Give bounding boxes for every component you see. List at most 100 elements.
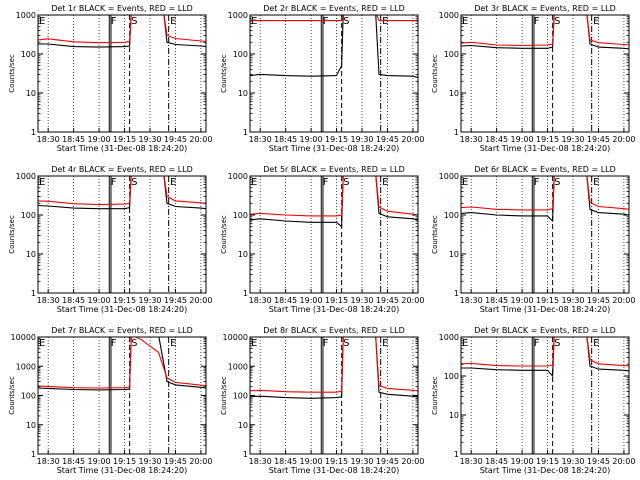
x-tick-label: 20:00 bbox=[189, 457, 212, 466]
x-tick-label: 20:00 bbox=[612, 296, 635, 305]
x-tick-label: 19:15 bbox=[536, 135, 559, 144]
marker-label: E bbox=[39, 16, 45, 27]
det-panel: Det 9r BLACK = Events, RED = LLD E F S E 1 10 1… bbox=[431, 326, 635, 475]
marker-label: F bbox=[323, 16, 329, 27]
lld-series bbox=[461, 176, 629, 211]
y-tick-label: 1000 bbox=[228, 11, 248, 20]
y-tick-label: 1000 bbox=[439, 11, 459, 20]
x-tick-label: 19:30 bbox=[138, 135, 161, 144]
lld-series bbox=[38, 15, 206, 44]
x-tick-label: 20:00 bbox=[401, 135, 424, 144]
y-tick-label: 1 bbox=[31, 128, 36, 137]
y-tick-label: 10 bbox=[449, 89, 459, 98]
x-tick-label: 18:45 bbox=[274, 135, 297, 144]
marker-label: S bbox=[343, 16, 349, 27]
events-series bbox=[38, 176, 206, 210]
x-tick-label: 19:45 bbox=[376, 296, 399, 305]
x-tick-label: 20:00 bbox=[612, 135, 635, 144]
marker-label: E bbox=[462, 177, 468, 188]
marker-label: S bbox=[554, 177, 560, 188]
x-tick-label: 19:45 bbox=[376, 135, 399, 144]
marker-label: E bbox=[462, 338, 468, 349]
y-tick-label: 100 bbox=[444, 50, 459, 59]
lld-series bbox=[250, 176, 418, 217]
x-tick-label: 19:30 bbox=[561, 135, 584, 144]
x-axis-label: Start Time (31-Dec-08 18:24:20) bbox=[57, 466, 188, 475]
x-tick-label: 18:30 bbox=[460, 135, 483, 144]
lld-series bbox=[461, 337, 629, 367]
marker-label: E bbox=[170, 177, 176, 188]
x-tick-label: 19:00 bbox=[300, 457, 323, 466]
x-tick-label: 19:30 bbox=[350, 457, 373, 466]
y-tick-label: 10 bbox=[238, 250, 248, 259]
y-axis-label: Counts/sec bbox=[8, 54, 16, 93]
marker-label: E bbox=[251, 177, 257, 188]
marker-label: E bbox=[593, 16, 599, 27]
y-tick-label: 100 bbox=[233, 392, 248, 401]
x-tick-label: 18:45 bbox=[274, 457, 297, 466]
y-tick-label: 1 bbox=[454, 450, 459, 459]
x-tick-label: 19:00 bbox=[300, 135, 323, 144]
x-tick-label: 18:45 bbox=[62, 457, 85, 466]
x-tick-label: 19:45 bbox=[164, 296, 187, 305]
y-axis-label: Counts/sec bbox=[8, 215, 16, 254]
x-tick-label: 19:15 bbox=[113, 457, 136, 466]
y-tick-label: 1000 bbox=[228, 172, 248, 181]
plot-frame bbox=[37, 336, 207, 455]
y-tick-label: 10 bbox=[449, 250, 459, 259]
x-tick-label: 18:45 bbox=[485, 135, 508, 144]
x-tick-label: 19:45 bbox=[376, 457, 399, 466]
x-tick-label: 19:00 bbox=[511, 135, 534, 144]
y-tick-label: 1 bbox=[31, 289, 36, 298]
det-panel: Det 7r BLACK = Events, RED = LLD E F S E 1 10 1… bbox=[8, 326, 212, 475]
x-tick-label: 19:15 bbox=[325, 457, 348, 466]
y-axis-label: Counts/sec bbox=[431, 376, 439, 415]
marker-label: E bbox=[382, 16, 388, 27]
y-tick-label: 10 bbox=[26, 421, 36, 430]
events-series bbox=[38, 337, 206, 391]
x-tick-label: 20:00 bbox=[612, 457, 635, 466]
marker-label: S bbox=[554, 16, 560, 27]
y-axis-label: Counts/sec bbox=[431, 54, 439, 93]
x-tick-label: 20:00 bbox=[189, 296, 212, 305]
marker-label: E bbox=[170, 16, 176, 27]
x-axis-label: Start Time (31-Dec-08 18:24:20) bbox=[57, 144, 188, 153]
marker-label: E bbox=[39, 177, 45, 188]
plot-frame bbox=[249, 14, 419, 133]
panel-title: Det 5r BLACK = Events, RED = LLD bbox=[263, 165, 405, 174]
lld-series bbox=[250, 337, 418, 393]
x-tick-label: 18:30 bbox=[37, 457, 60, 466]
y-tick-label: 1000 bbox=[16, 172, 36, 181]
x-tick-label: 20:00 bbox=[401, 457, 424, 466]
y-tick-label: 1000 bbox=[228, 362, 248, 371]
lld-series bbox=[461, 15, 629, 47]
det-panel: Det 1r BLACK = Events, RED = LLD E F S E 1 10 1… bbox=[8, 4, 212, 153]
y-tick-label: 1 bbox=[454, 289, 459, 298]
x-tick-label: 19:45 bbox=[587, 457, 610, 466]
panel-title: Det 1r BLACK = Events, RED = LLD bbox=[51, 4, 193, 13]
plot-frame bbox=[249, 175, 419, 294]
panel-title: Det 4r BLACK = Events, RED = LLD bbox=[51, 165, 193, 174]
marker-label: F bbox=[534, 177, 540, 188]
y-tick-label: 1 bbox=[243, 128, 248, 137]
x-tick-label: 18:45 bbox=[62, 296, 85, 305]
y-axis-label: Counts/sec bbox=[431, 215, 439, 254]
x-axis-label: Start Time (31-Dec-08 18:24:20) bbox=[480, 466, 611, 475]
y-tick-label: 10 bbox=[449, 411, 459, 420]
marker-label: S bbox=[343, 338, 349, 349]
x-tick-label: 20:00 bbox=[189, 135, 212, 144]
det-panel: Det 4r BLACK = Events, RED = LLD E F S E 1 10 1… bbox=[8, 165, 212, 314]
y-tick-label: 100 bbox=[444, 372, 459, 381]
det-panel: Det 2r BLACK = Events, RED = LLD E F S E 1 10 1… bbox=[220, 4, 424, 153]
y-tick-label: 10 bbox=[26, 89, 36, 98]
marker-label: F bbox=[111, 16, 117, 27]
x-tick-label: 18:30 bbox=[249, 296, 272, 305]
marker-label: E bbox=[251, 338, 257, 349]
y-tick-label: 100 bbox=[21, 392, 36, 401]
marker-label: S bbox=[131, 338, 137, 349]
x-tick-label: 19:15 bbox=[325, 296, 348, 305]
y-tick-label: 10 bbox=[238, 89, 248, 98]
x-tick-label: 19:15 bbox=[536, 296, 559, 305]
det-panel: Det 5r BLACK = Events, RED = LLD E F S E 1 10 1… bbox=[220, 165, 424, 314]
plot-frame bbox=[37, 14, 207, 133]
